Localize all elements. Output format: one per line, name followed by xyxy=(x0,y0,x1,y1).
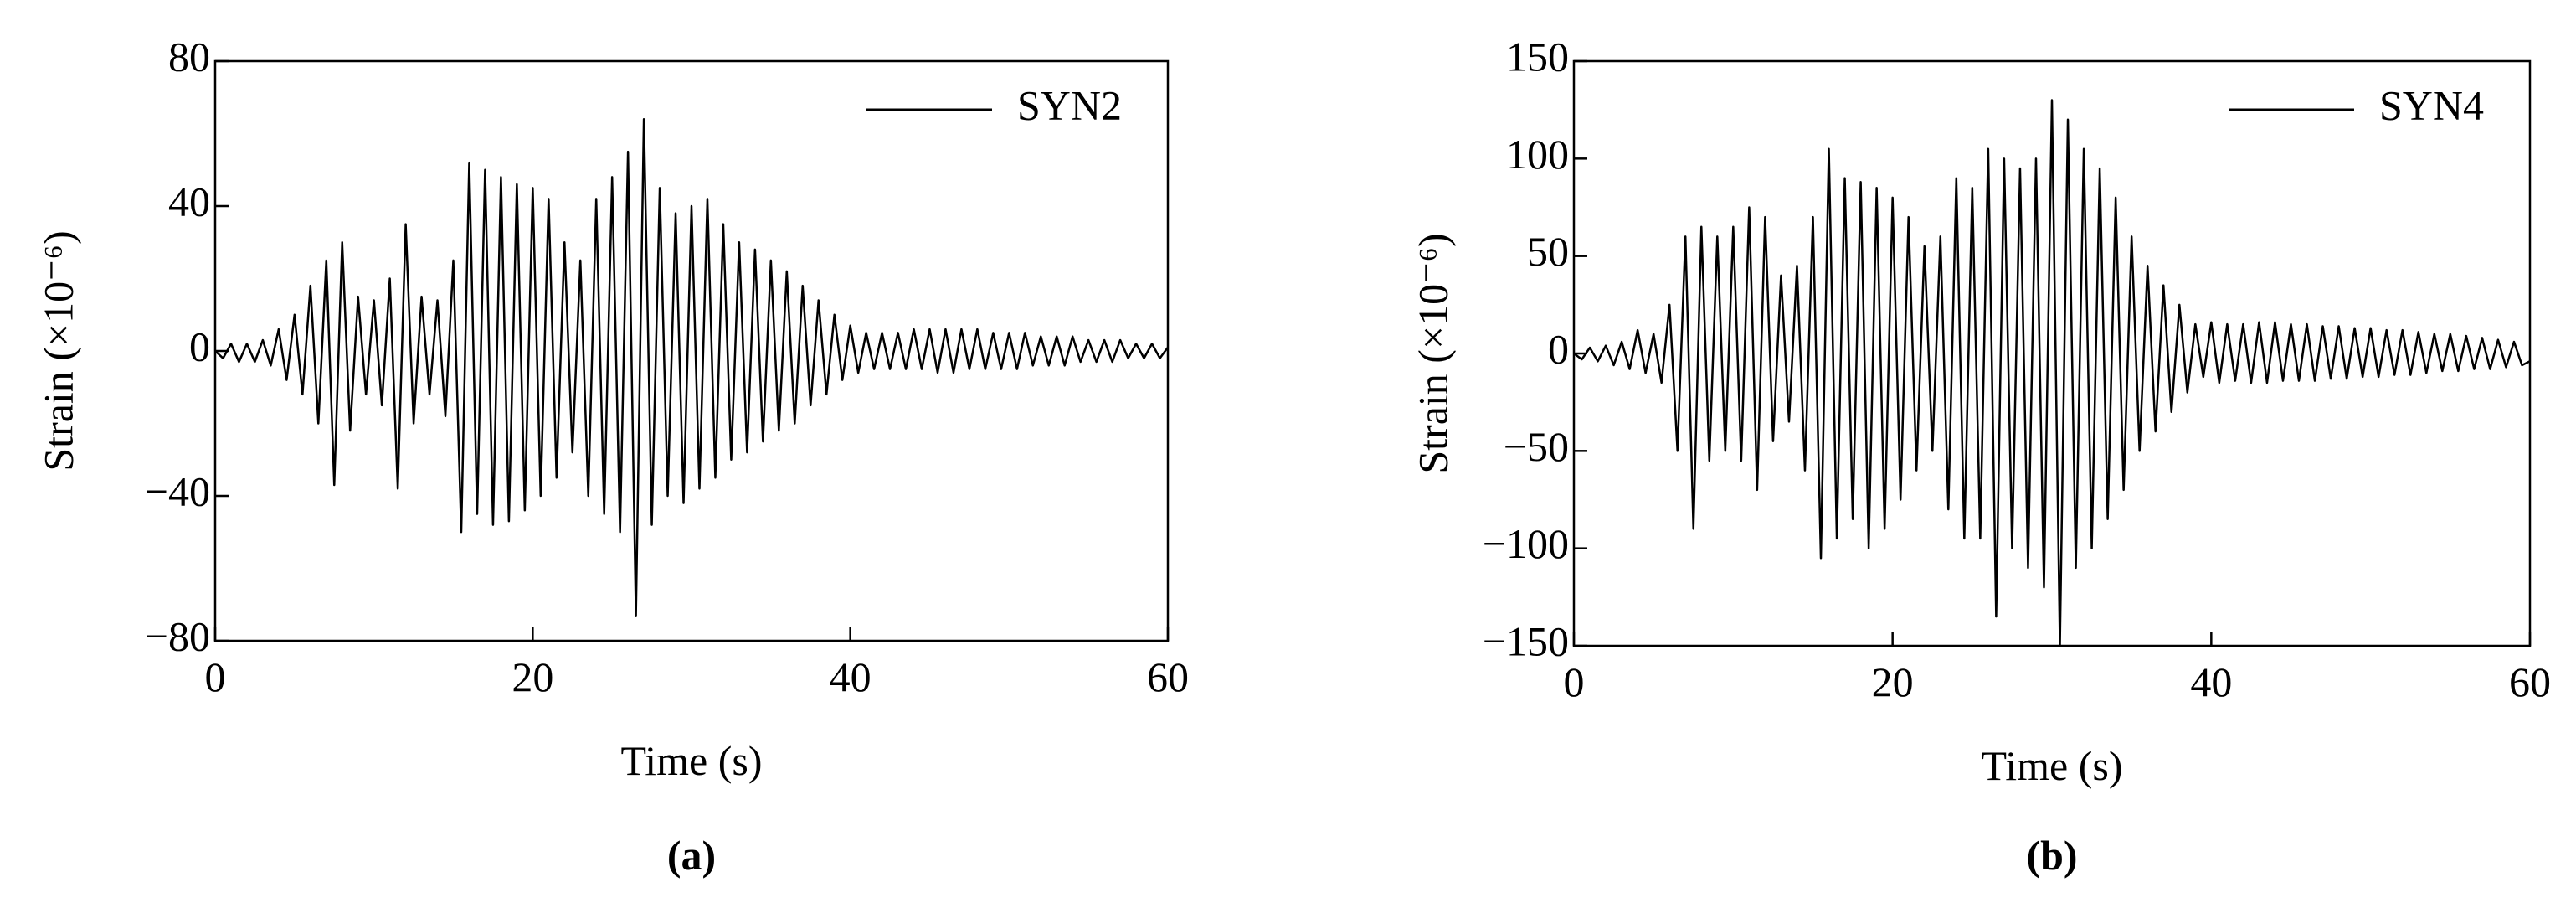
y-tick-label: 0 xyxy=(1548,325,1569,372)
legend-label: SYN2 xyxy=(1017,81,1122,128)
x-tick-label: 0 xyxy=(1564,658,1585,705)
y-axis-label: Strain (×10⁻⁶) xyxy=(1409,233,1456,473)
x-tick-label: 0 xyxy=(205,653,226,700)
y-tick-label: −40 xyxy=(145,467,210,514)
y-tick-label: −50 xyxy=(1504,423,1569,470)
x-axis-label: Time (s) xyxy=(620,737,762,784)
y-tick-label: −150 xyxy=(1483,617,1569,664)
data-line xyxy=(214,117,1170,617)
y-tick-label: 50 xyxy=(1527,228,1569,275)
x-tick-label: 40 xyxy=(830,653,872,700)
y-tick-label: 150 xyxy=(1506,33,1569,80)
y-tick-label: 100 xyxy=(1506,131,1569,178)
legend-label: SYN4 xyxy=(2379,81,2484,128)
y-tick-label: −80 xyxy=(145,612,210,659)
caption: (a) xyxy=(667,832,716,879)
x-tick-label: 60 xyxy=(2509,658,2551,705)
y-tick-label: 80 xyxy=(168,33,210,80)
x-axis-label: Time (s) xyxy=(1981,742,2122,789)
y-tick-label: 40 xyxy=(168,178,210,224)
data-line xyxy=(1573,99,2531,647)
x-tick-label: 40 xyxy=(2190,658,2232,705)
y-tick-label: −100 xyxy=(1483,520,1569,567)
x-tick-label: 60 xyxy=(1147,653,1189,700)
x-tick-label: 20 xyxy=(1872,658,1914,705)
caption: (b) xyxy=(2026,832,2077,879)
plot-frame xyxy=(213,59,1170,642)
y-tick-label: 0 xyxy=(189,322,210,369)
y-axis-label: Strain (×10⁻⁶) xyxy=(34,230,81,471)
plot-frame xyxy=(1572,59,2532,647)
x-tick-label: 20 xyxy=(512,653,553,700)
